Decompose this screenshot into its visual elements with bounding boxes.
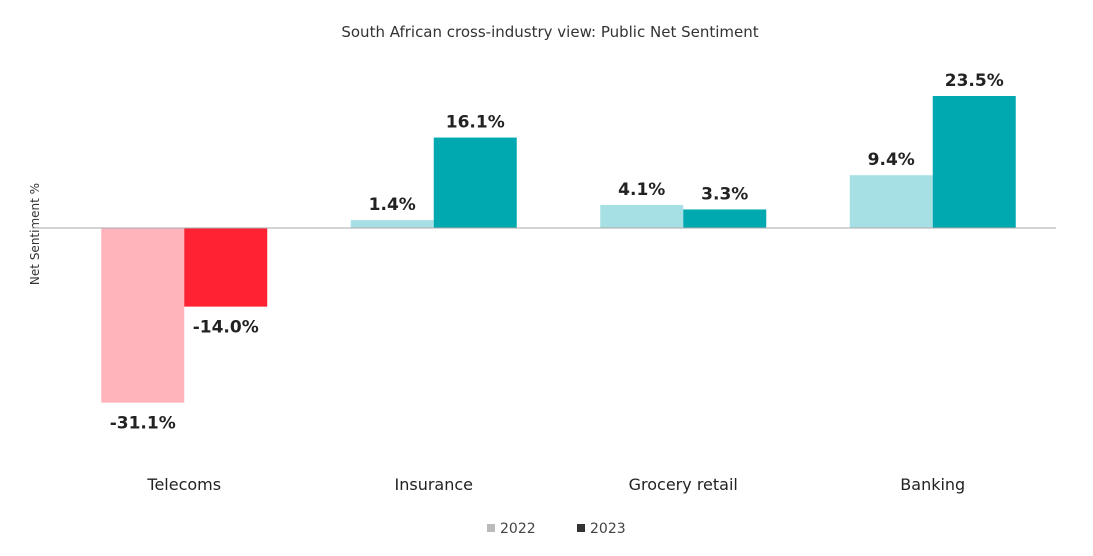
legend-swatch-2023 — [577, 524, 585, 532]
legend: 2022 2023 — [487, 521, 626, 537]
bar-2022-banking — [849, 175, 933, 228]
x-tick-label: Grocery retail — [629, 475, 738, 494]
chart-title: South African cross-industry view: Publi… — [341, 23, 758, 41]
bar-2022-grocery-retail — [600, 204, 684, 228]
data-label: -31.1% — [110, 414, 176, 434]
bar-2022-telecoms — [101, 228, 185, 403]
data-label: 23.5% — [945, 71, 1004, 91]
data-label: 3.3% — [701, 184, 748, 204]
bar-2023-grocery-retail — [683, 209, 767, 228]
bar-2022-insurance — [350, 220, 434, 228]
legend-label-2022: 2022 — [500, 521, 536, 537]
y-axis-label: Net Sentiment % — [28, 183, 42, 285]
data-label: 16.1% — [446, 113, 505, 133]
data-label: 4.1% — [618, 180, 665, 200]
legend-swatch-2022 — [487, 524, 495, 532]
data-label: 1.4% — [369, 195, 416, 215]
data-label: 9.4% — [868, 150, 915, 170]
x-tick-label: Banking — [900, 475, 965, 494]
legend-label-2023: 2023 — [590, 521, 626, 537]
bar-2023-banking — [932, 96, 1016, 228]
x-tick-label: Insurance — [395, 475, 474, 494]
bar-2023-telecoms — [184, 228, 268, 307]
data-label: -14.0% — [193, 318, 259, 338]
x-tick-label: Telecoms — [146, 475, 221, 494]
bar-2023-insurance — [433, 137, 517, 228]
